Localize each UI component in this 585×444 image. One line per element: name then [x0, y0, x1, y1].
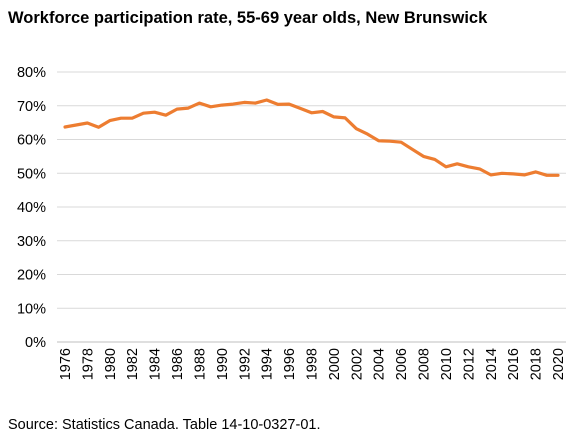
y-tick-label: 80%	[17, 65, 46, 81]
x-tick-label: 1988	[192, 348, 208, 380]
x-tick-label: 2008	[417, 348, 433, 380]
x-tick-label: 1982	[125, 348, 141, 380]
chart-source-note: Source: Statistics Canada. Table 14-10-0…	[8, 417, 321, 433]
y-tick-label: 70%	[17, 99, 46, 115]
x-tick-label: 2002	[349, 348, 365, 380]
x-tick-label: 1984	[148, 348, 164, 380]
x-tick-label: 1996	[282, 348, 298, 380]
x-tick-label: 1980	[103, 348, 119, 380]
x-tick-label: 2004	[372, 348, 388, 380]
x-tick-label: 2010	[439, 348, 455, 380]
x-tick-label: 2016	[506, 348, 522, 380]
x-tick-label: 1978	[80, 348, 96, 380]
x-tick-label: 1976	[58, 348, 74, 380]
chart-title: Workforce participation rate, 55-69 year…	[8, 9, 488, 27]
gridlines	[57, 71, 566, 343]
x-axis-tick-labels: 1976 1978 1980 1982 1984 1986 1988 1990 1992 1994…	[58, 348, 567, 380]
x-tick-label: 2006	[394, 348, 410, 380]
x-tick-label: 1998	[305, 348, 321, 380]
x-tick-label: 2014	[484, 348, 500, 380]
x-tick-label: 2000	[327, 348, 343, 380]
y-tick-label: 40%	[17, 200, 46, 216]
x-tick-label: 2018	[529, 348, 545, 380]
x-tick-label: 1992	[237, 348, 253, 380]
x-tick-label: 2012	[461, 348, 477, 380]
y-tick-label: 20%	[17, 268, 46, 284]
y-tick-label: 0%	[25, 335, 46, 351]
y-axis-tick-labels: 0% 10% 20% 30% 40% 50% 60% 70% 80%	[17, 65, 46, 351]
x-tick-label: 1990	[215, 348, 231, 380]
series-layer	[63, 98, 560, 177]
y-tick-label: 10%	[17, 301, 46, 317]
series-line	[63, 98, 560, 177]
x-tick-label: 1994	[260, 348, 276, 380]
y-tick-label: 30%	[17, 234, 46, 250]
y-tick-label: 50%	[17, 166, 46, 182]
x-tick-label: 1986	[170, 348, 186, 380]
x-tick-label: 2020	[551, 348, 567, 380]
y-tick-label: 60%	[17, 133, 46, 149]
